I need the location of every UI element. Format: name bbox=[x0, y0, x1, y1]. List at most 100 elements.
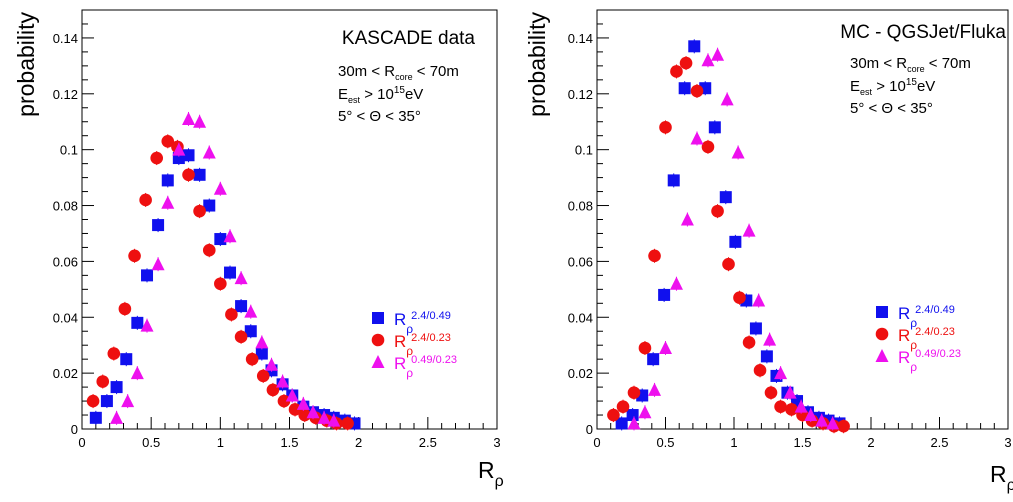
x-tick-label: 1 bbox=[730, 435, 737, 450]
legend-label-main: R bbox=[898, 326, 910, 345]
legend-marker bbox=[372, 312, 384, 324]
series-square bbox=[89, 148, 361, 431]
legend-label: Rρ2.4/0.49 bbox=[394, 310, 451, 336]
data-point bbox=[223, 229, 237, 243]
x-tick-label: 1.5 bbox=[280, 435, 298, 450]
data-point bbox=[815, 413, 829, 427]
data-point bbox=[837, 419, 850, 433]
x-tick-label: 1 bbox=[217, 435, 224, 450]
data-point bbox=[110, 381, 123, 394]
legend-label-main: R bbox=[898, 348, 910, 367]
legend-entry: Rρ2.4/0.23 bbox=[875, 326, 955, 352]
data-point bbox=[131, 316, 144, 329]
x-axis-label: Rρ bbox=[990, 461, 1013, 494]
y-tick-label: 0.08 bbox=[53, 199, 78, 214]
plot-frame bbox=[596, 9, 1009, 430]
legend-label-main: R bbox=[394, 354, 406, 373]
annotation-sub: est bbox=[860, 87, 873, 97]
data-point bbox=[794, 399, 808, 413]
annotation-text: 30m < R bbox=[338, 63, 395, 80]
legend-label: Rρ2.4/0.49 bbox=[898, 304, 955, 330]
data-point bbox=[327, 413, 341, 427]
data-point bbox=[627, 386, 641, 399]
legend-marker bbox=[875, 349, 889, 362]
annotation-sub: core bbox=[395, 72, 413, 82]
data-point bbox=[722, 257, 735, 271]
data-point bbox=[626, 409, 639, 422]
y-tick-label: 0.08 bbox=[568, 199, 593, 214]
data-point bbox=[708, 121, 721, 134]
data-point bbox=[804, 408, 818, 422]
annotation-text: E bbox=[850, 78, 860, 95]
data-point bbox=[647, 353, 660, 366]
data-point bbox=[140, 318, 154, 332]
data-point bbox=[224, 266, 237, 279]
annotation-sub: core bbox=[907, 64, 925, 74]
data-point bbox=[774, 366, 788, 380]
legend-label-sup: 2.4/0.23 bbox=[915, 326, 955, 338]
annotation-core-range: 30m < Rcore < 70m bbox=[850, 55, 971, 74]
data-point bbox=[711, 47, 725, 61]
annotation-text: < 70m bbox=[925, 55, 971, 72]
x-axis-label-main: R bbox=[990, 461, 1007, 487]
data-point bbox=[245, 352, 259, 366]
data-point bbox=[234, 330, 248, 344]
legend-label-sub: ρ bbox=[406, 344, 413, 358]
x-axis-label-main: R bbox=[478, 457, 495, 483]
y-tick-label: 0.06 bbox=[53, 254, 78, 269]
data-point bbox=[89, 411, 102, 424]
data-point bbox=[753, 364, 767, 377]
legend-label-main: R bbox=[394, 332, 406, 351]
series-circle bbox=[86, 134, 354, 431]
y-tick-label: 0.02 bbox=[53, 366, 78, 381]
data-point bbox=[688, 40, 701, 53]
data-point bbox=[680, 212, 694, 226]
data-point bbox=[659, 121, 672, 134]
legend-label-sub: ρ bbox=[910, 338, 917, 352]
data-point bbox=[341, 417, 354, 430]
data-point bbox=[711, 204, 724, 218]
data-point bbox=[152, 219, 165, 232]
data-point bbox=[151, 257, 165, 271]
y-tick-label: 0.02 bbox=[568, 366, 593, 381]
data-point bbox=[202, 243, 216, 257]
legend-marker bbox=[371, 333, 385, 347]
data-point bbox=[193, 168, 206, 181]
x-tick-label: 2.5 bbox=[930, 435, 948, 450]
legend-label-sup: 0.49/0.23 bbox=[411, 354, 457, 366]
legend-entry: Rρ0.49/0.23 bbox=[875, 348, 961, 374]
y-tick-label: 0 bbox=[586, 422, 593, 437]
x-axis-label-sub: ρ bbox=[1007, 477, 1013, 494]
data-point bbox=[110, 410, 124, 424]
data-point bbox=[266, 383, 280, 397]
data-point bbox=[774, 400, 787, 413]
data-point bbox=[161, 174, 174, 187]
data-point bbox=[648, 382, 662, 396]
annotation-text: 30m < R bbox=[850, 55, 907, 72]
data-point bbox=[638, 405, 652, 419]
data-point bbox=[742, 223, 756, 237]
legend-label-sub: ρ bbox=[910, 316, 917, 330]
data-point bbox=[141, 269, 154, 282]
data-point bbox=[826, 416, 840, 430]
data-point bbox=[203, 199, 216, 212]
data-point bbox=[749, 322, 762, 335]
data-point bbox=[256, 369, 270, 383]
chart-panel-1: 0 0.5 1 1.5 2 2.5 3 0 0.02 0.04 0.06 0.08 0.1 0.12 0.1… bbox=[13, 9, 504, 490]
data-point bbox=[296, 396, 310, 410]
data-point bbox=[161, 195, 175, 209]
data-point bbox=[255, 335, 269, 349]
x-tick-label: 0.5 bbox=[142, 435, 160, 450]
y-tick-label: 0.1 bbox=[60, 143, 78, 158]
annotation-text: eV bbox=[405, 86, 423, 103]
x-axis-label-sub: ρ bbox=[495, 473, 504, 490]
data-point bbox=[285, 388, 299, 402]
annotation-energy: Eest > 1015eV bbox=[850, 77, 935, 97]
data-point bbox=[139, 193, 152, 207]
annotation-sub: est bbox=[348, 95, 361, 105]
data-point bbox=[690, 131, 704, 145]
data-point bbox=[616, 400, 630, 413]
y-tick-label: 0.12 bbox=[53, 87, 78, 102]
legend-entry: Rρ0.49/0.23 bbox=[371, 354, 457, 380]
data-point bbox=[764, 386, 778, 399]
